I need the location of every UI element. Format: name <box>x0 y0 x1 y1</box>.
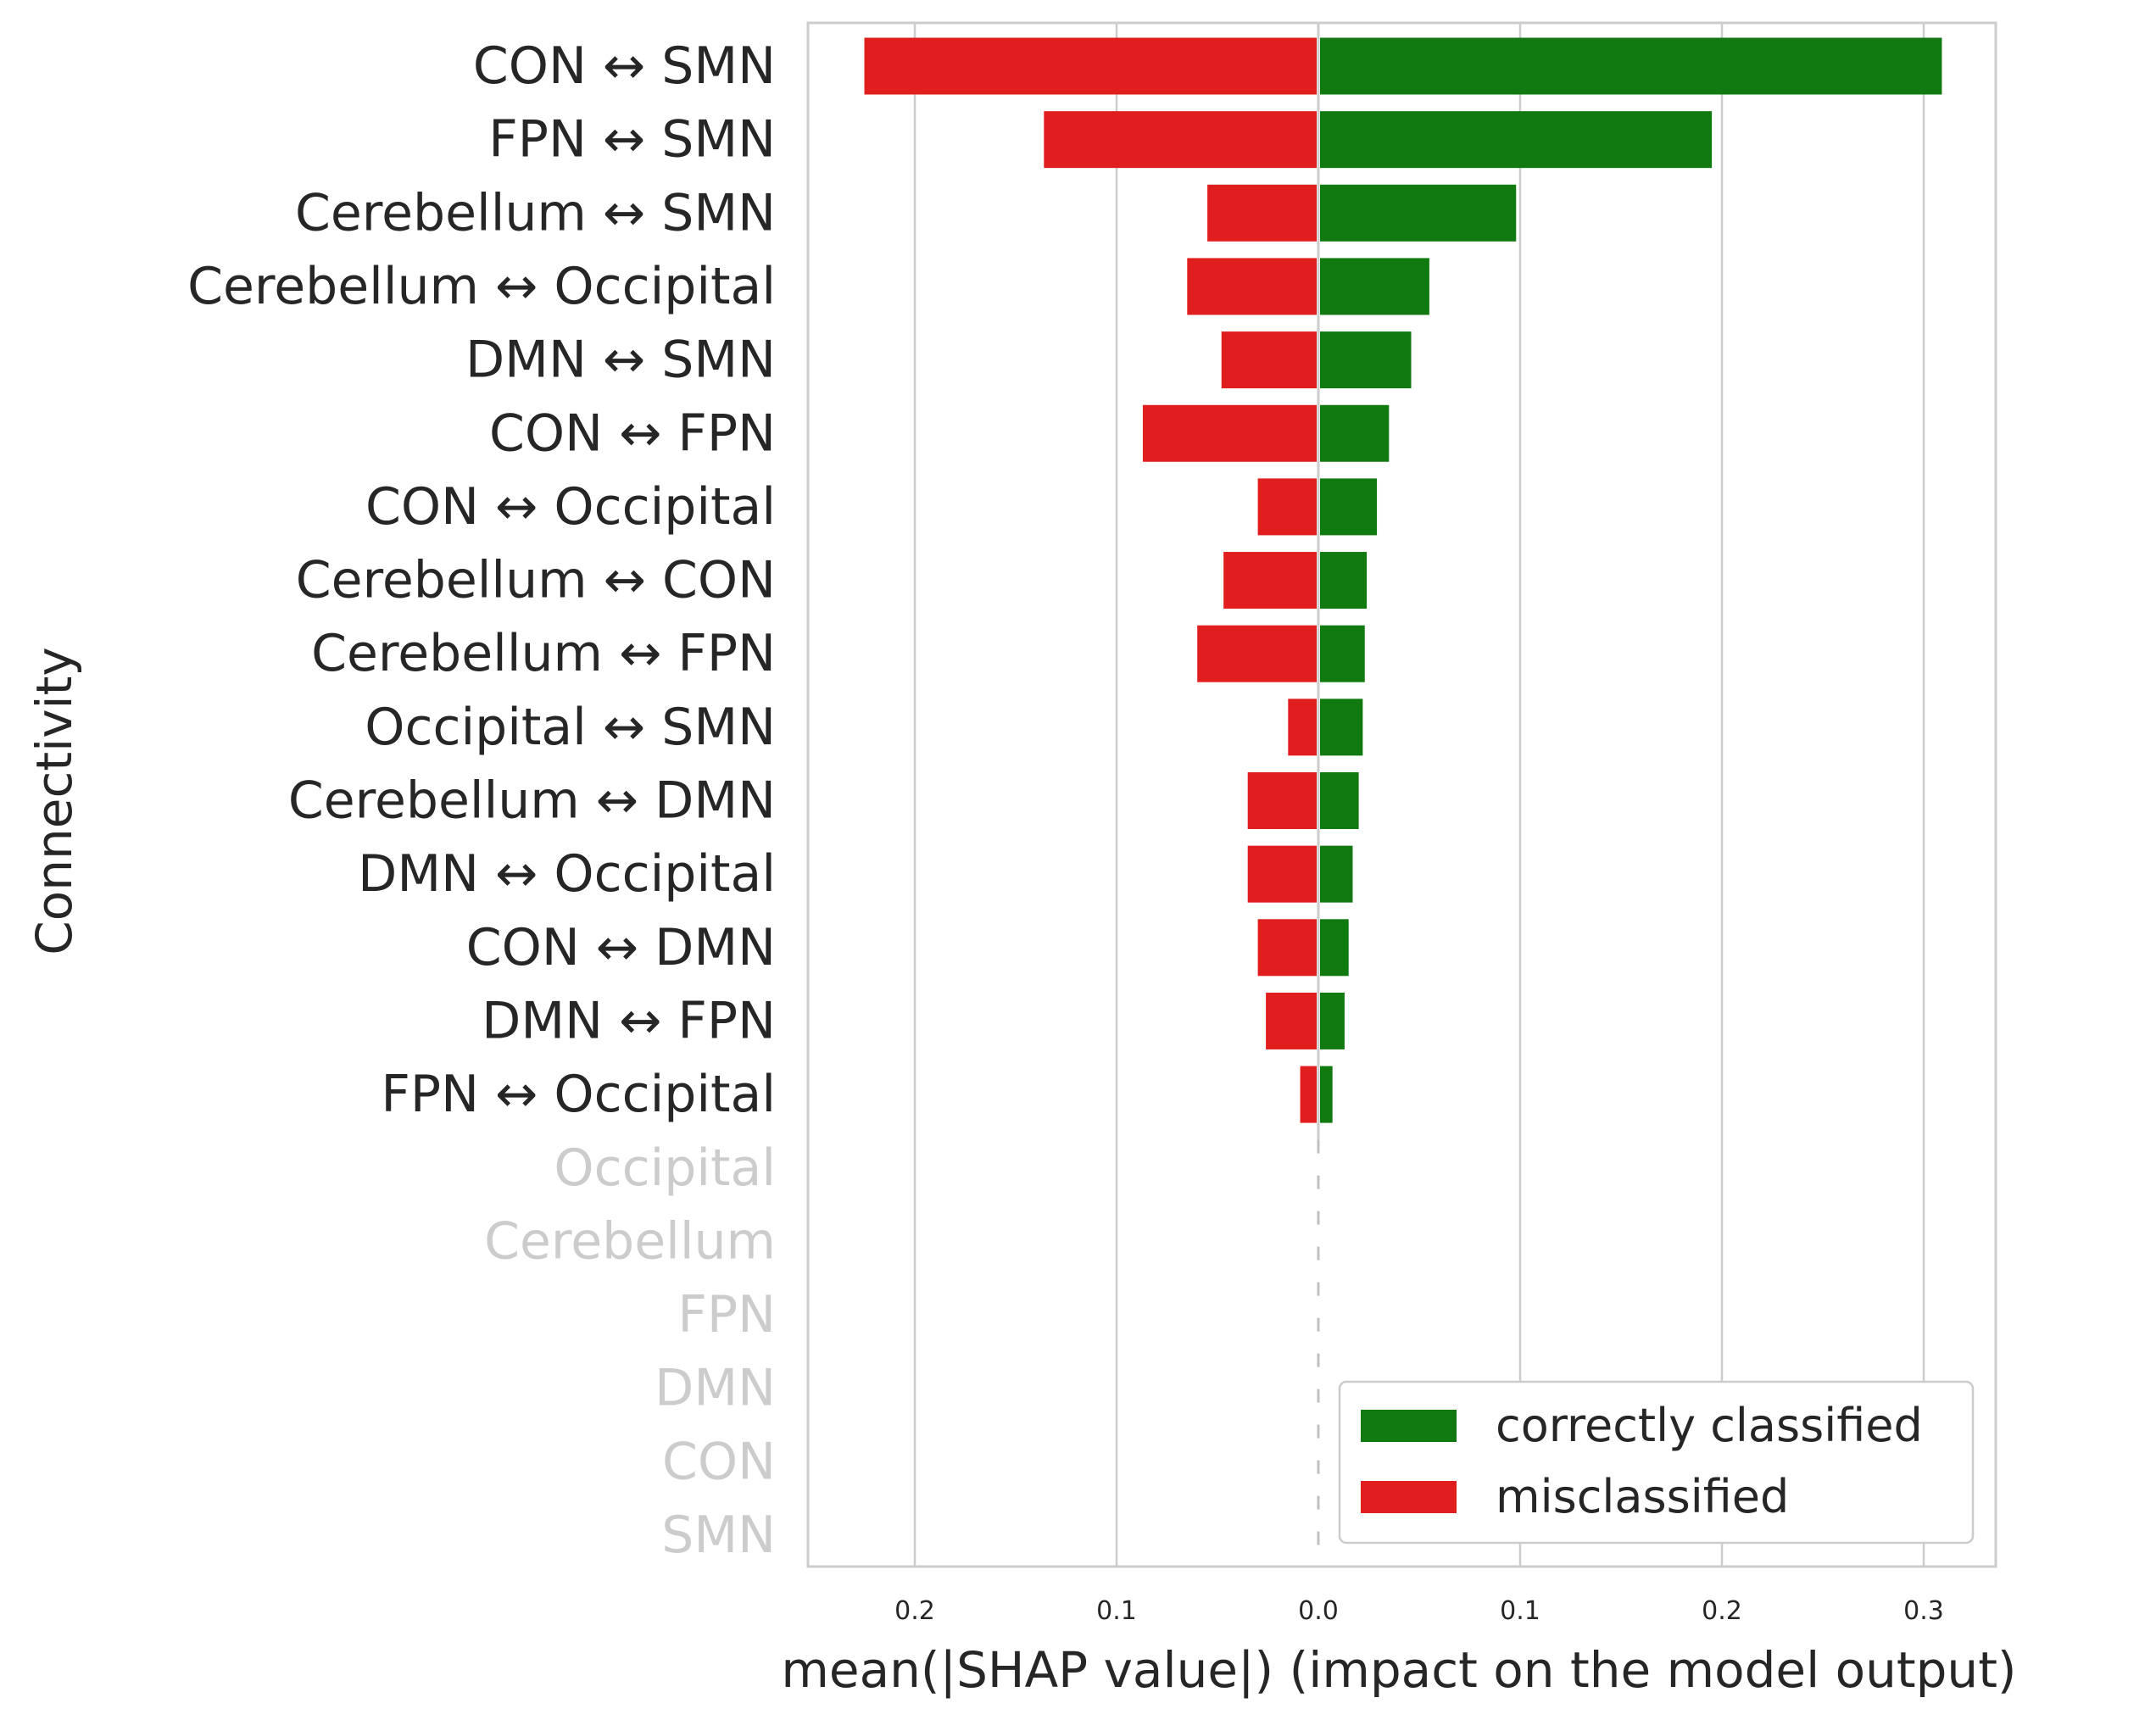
x-axis-label: mean(|SHAP value|) (impact on the model … <box>781 1641 2016 1699</box>
bar-misclassified <box>1207 184 1317 242</box>
bar-misclassified <box>864 37 1317 95</box>
bar-correct <box>1320 919 1349 977</box>
y-tick-label: CON ↔ FPN <box>489 404 776 463</box>
bar-misclassified <box>1257 478 1317 536</box>
bars <box>864 37 1942 1123</box>
y-tick-label: Cerebellum ↔ Occipital <box>187 257 776 316</box>
y-tick-label: CON ↔ SMN <box>473 36 776 96</box>
y-tick-label: DMN ↔ Occipital <box>358 844 776 904</box>
bar-correct <box>1320 992 1345 1049</box>
bar-correct <box>1320 1066 1333 1123</box>
bar-misclassified <box>1223 552 1317 610</box>
bar-correct <box>1320 404 1390 462</box>
legend-swatch-misclassified <box>1361 1481 1457 1513</box>
bar-misclassified <box>1197 625 1317 682</box>
x-tick-labels: 0.2 0.1 0.0 0.1 0.2 0.3 <box>894 1596 1944 1626</box>
bar-misclassified <box>1142 404 1317 462</box>
y-tick-label: Cerebellum ↔ FPN <box>311 624 776 683</box>
axes-frame <box>806 21 1997 1568</box>
bar-misclassified <box>1288 699 1317 756</box>
bar-misclassified <box>1221 331 1317 389</box>
y-tick-label: FPN ↔ Occipital <box>381 1065 776 1124</box>
y-tick-label: Cerebellum <box>484 1211 776 1271</box>
x-tick-label: 0.0 <box>1298 1596 1339 1626</box>
y-tick-label: DMN ↔ FPN <box>482 991 776 1050</box>
y-tick-label: FPN <box>677 1285 776 1344</box>
x-tick-label: 0.1 <box>1096 1596 1137 1626</box>
bar-misclassified <box>1247 772 1317 829</box>
y-tick-label: SMN <box>661 1506 776 1565</box>
y-axis-label: Connectivity <box>25 647 83 955</box>
y-tick-labels: CON ↔ SMN FPN ↔ SMN Cerebellum ↔ SMN Cerebe… <box>187 36 776 1565</box>
bar-misclassified <box>1044 111 1317 169</box>
bar-misclassified <box>1300 1066 1317 1123</box>
bar-correct <box>1320 258 1429 315</box>
y-tick-label: CON ↔ Occipital <box>365 477 776 537</box>
y-tick-label: DMN <box>655 1359 776 1418</box>
bar-misclassified <box>1257 919 1317 977</box>
y-tick-label: Cerebellum ↔ DMN <box>288 771 776 831</box>
bar-correct <box>1320 111 1713 169</box>
x-tick-label: 0.1 <box>1500 1596 1540 1626</box>
x-tick-label: 0.3 <box>1903 1596 1944 1626</box>
bar-misclassified <box>1187 258 1317 315</box>
y-tick-label: DMN ↔ SMN <box>465 331 776 390</box>
grid-lines <box>913 23 1925 1567</box>
bar-correct <box>1320 37 1942 95</box>
bar-correct <box>1320 184 1517 242</box>
legend-box <box>1338 1380 1975 1545</box>
bar-correct <box>1320 699 1363 756</box>
legend-swatch-correct <box>1361 1410 1457 1442</box>
y-tick-label: Cerebellum ↔ SMN <box>295 183 776 242</box>
y-tick-label: Cerebellum ↔ CON <box>296 551 776 610</box>
bar-correct <box>1320 331 1412 389</box>
bar-correct <box>1320 772 1359 829</box>
x-tick-label: 0.2 <box>1702 1596 1742 1626</box>
bar-misclassified <box>1266 992 1317 1049</box>
y-tick-label: FPN ↔ SMN <box>488 110 776 170</box>
bar-correct <box>1320 478 1378 536</box>
bar-correct <box>1320 845 1353 903</box>
legend-label-correct: correctly classified <box>1496 1399 1923 1452</box>
bar-correct <box>1320 625 1365 682</box>
y-tick-label: CON <box>662 1432 776 1491</box>
legend: correctly classified misclassified <box>1338 1380 1975 1545</box>
y-tick-label: Occipital ↔ SMN <box>365 698 776 757</box>
bar-correct <box>1320 552 1368 610</box>
legend-label-misclassified: misclassified <box>1496 1470 1789 1523</box>
y-tick-label: CON ↔ DMN <box>466 918 776 977</box>
y-tick-label: Occipital <box>554 1138 776 1198</box>
x-tick-label: 0.2 <box>894 1596 935 1626</box>
bar-misclassified <box>1247 845 1317 903</box>
